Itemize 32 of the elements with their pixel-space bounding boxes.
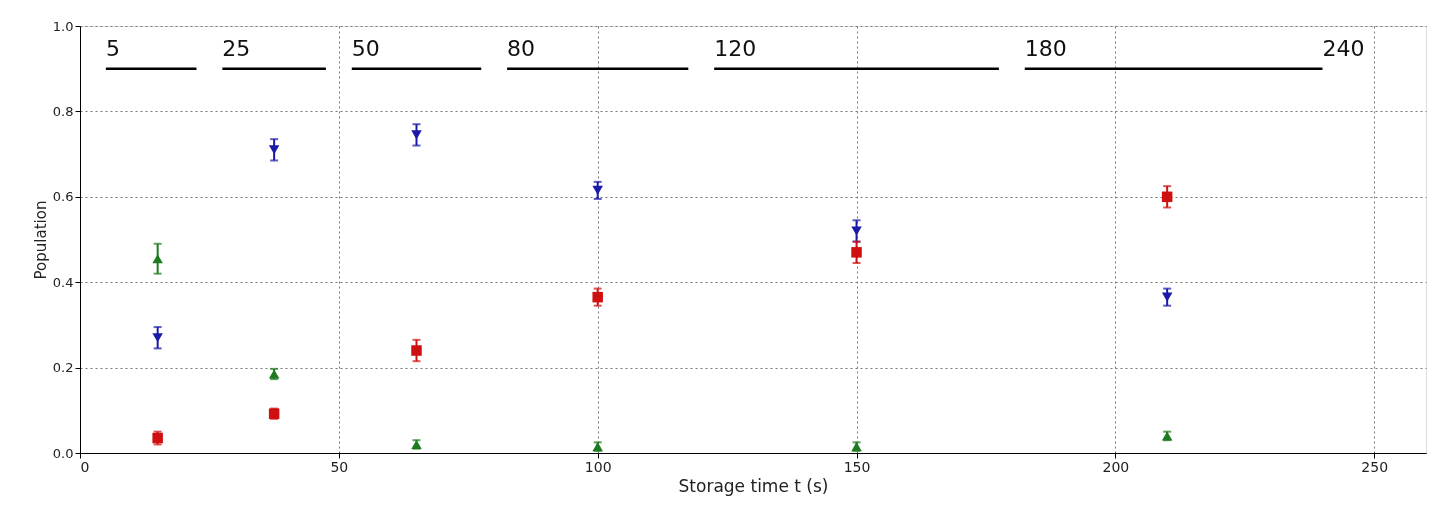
- y-tick-label: 0.8: [52, 103, 74, 119]
- y-tick-label: 0.6: [52, 189, 74, 205]
- y-tick-label: 0.2: [52, 360, 74, 376]
- point: [592, 185, 603, 195]
- point: [411, 345, 422, 356]
- x-tick-label: 250: [1361, 458, 1389, 475]
- point: [1161, 191, 1173, 203]
- point: [592, 291, 603, 303]
- x-tick-label: 150: [843, 458, 871, 475]
- y-tick-label: 1.0: [52, 18, 74, 34]
- point: [851, 226, 862, 236]
- point: [152, 254, 163, 264]
- annotation: 80: [507, 35, 536, 61]
- annotation: 120: [714, 35, 757, 61]
- x-axis-title: Storage time t (s): [678, 475, 829, 496]
- y-axis-title: Population: [31, 200, 50, 280]
- point: [851, 247, 862, 258]
- x-tick-label: 200: [1102, 458, 1130, 475]
- point: [152, 333, 163, 343]
- x-tick-label: 100: [584, 458, 612, 475]
- y-tick-label: 0.0: [52, 445, 74, 461]
- annotation: 180: [1024, 35, 1067, 61]
- y-tick-label: 0.4: [52, 274, 74, 290]
- point: [1161, 292, 1173, 302]
- x-tick-label: 0: [80, 458, 90, 475]
- annotation: 5: [105, 35, 120, 61]
- point: [411, 130, 422, 140]
- point: [268, 145, 280, 155]
- annotation: 25: [222, 35, 251, 61]
- annotation: 50: [351, 35, 380, 61]
- annotation: 240: [1322, 35, 1365, 61]
- x-tick-label: 50: [330, 458, 349, 475]
